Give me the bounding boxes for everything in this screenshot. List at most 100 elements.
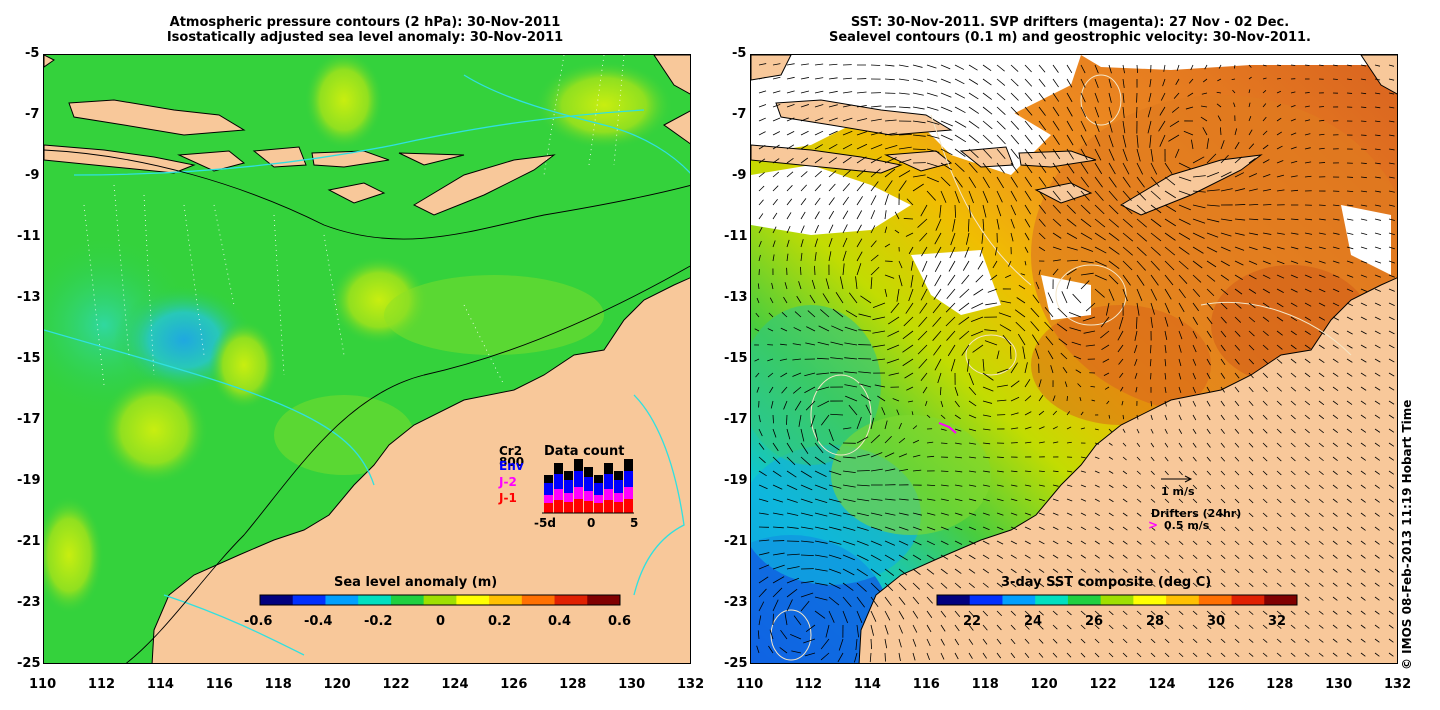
velocity-vector [828,526,842,531]
velocity-vector [1388,120,1395,123]
data-count-bar-segment [614,471,623,480]
velocity-vector [1178,456,1183,462]
velocity-vector [1080,638,1086,644]
velocity-vector [1150,568,1156,573]
velocity-vector [996,456,1004,458]
velocity-vector [842,540,856,546]
velocity-vector [1136,554,1142,559]
velocity-vector [1276,260,1285,265]
velocity-vector [954,512,963,516]
data-count-bar-segment [624,459,633,471]
velocity-vector [1304,344,1311,350]
velocity-vector [1147,106,1152,118]
velocity-vector [954,456,963,459]
velocity-vector [1388,638,1394,643]
sea-level-anomaly-map[interactable]: Data count Cr2 800 Env J-2 J-1 -5d 0 5 S… [43,54,691,664]
velocity-vector [982,358,985,372]
x-axis-left-tick: 118 [264,677,292,692]
velocity-vector [1360,190,1368,193]
velocity-vector [856,263,862,276]
velocity-vector [898,468,909,472]
velocity-vector [1220,316,1227,324]
velocity-vector [1276,330,1283,336]
velocity-vector [982,638,988,645]
velocity-vector [1150,540,1156,545]
velocity-vector [825,624,830,638]
velocity-vector [870,596,879,608]
velocity-vector [1066,582,1072,587]
velocity-vector [1044,321,1054,332]
velocity-vector [1304,512,1310,517]
velocity-vector [1276,77,1282,80]
velocity-vector [807,310,816,318]
sst-map[interactable]: 1 m/s Drifters (24hr) > 0.5 m/s 3-day SS… [750,54,1398,664]
velocity-vector [1192,624,1198,629]
velocity-vector [1192,652,1198,658]
velocity-vector [842,526,856,531]
velocity-vector [1346,456,1352,461]
velocity-vector [1094,120,1100,133]
velocity-vector [979,246,984,257]
velocity-vector [844,342,858,346]
velocity-vector [1052,176,1061,187]
velocity-vector [758,144,766,150]
velocity-vector [1248,115,1252,122]
velocity-vector [1136,470,1141,475]
velocity-vector [982,568,990,574]
velocity-vector [999,324,1012,332]
velocity-vector [1290,64,1296,66]
velocity-vector [870,452,883,458]
velocity-vector [1164,218,1177,227]
data-count-inset: Data count Cr2 800 Env J-2 J-1 -5d 0 5 [498,444,638,530]
velocity-vector [1332,218,1340,221]
velocity-vector [1169,120,1180,128]
velocity-vector [1290,232,1299,235]
velocity-vector [954,582,962,589]
velocity-vector [758,512,769,515]
velocity-vector [926,106,939,111]
velocity-vector [996,554,1004,559]
velocity-vector [1136,134,1139,148]
velocity-vector [814,77,824,80]
velocity-vector [982,540,990,545]
colorbar-segment [521,595,556,605]
velocity-vector [1206,526,1212,532]
velocity-vector [1024,568,1031,573]
velocity-vector [982,134,993,145]
velocity-vector [1360,428,1367,433]
velocity-vector [954,134,967,143]
velocity-vector [902,344,914,353]
velocity-vector [1262,358,1269,365]
velocity-vector [1066,232,1078,239]
velocity-vector [828,130,838,136]
velocity-vector [1318,470,1324,476]
velocity-vector [1122,624,1128,630]
velocity-vector [842,196,850,206]
velocity-vector [1038,92,1046,102]
velocity-vector [1262,116,1267,122]
velocity-vector [910,274,914,288]
velocity-vector [1332,498,1338,503]
velocity-vector [918,358,928,369]
velocity-vector [1388,302,1395,306]
velocity-vector [1290,218,1299,221]
velocity-vector [1108,288,1115,301]
velocity-vector [844,371,858,374]
velocity-vector [786,157,794,164]
velocity-vector [1164,344,1167,354]
velocity-vector [848,292,858,304]
velocity-vector [1077,383,1082,388]
velocity-vector [1010,652,1016,659]
velocity-vector [1066,134,1074,146]
velocity-vector [1171,106,1180,113]
velocity-vector [1318,260,1326,264]
velocity-vector [884,652,886,662]
velocity-vector [1304,540,1310,545]
x-axis-right-tick: 114 [853,677,881,692]
velocity-vector [975,274,984,283]
velocity-vector [828,540,842,545]
velocity-vector [1332,624,1338,629]
velocity-vector [1332,610,1338,615]
velocity-vector [954,386,959,396]
velocity-vector [968,582,975,589]
